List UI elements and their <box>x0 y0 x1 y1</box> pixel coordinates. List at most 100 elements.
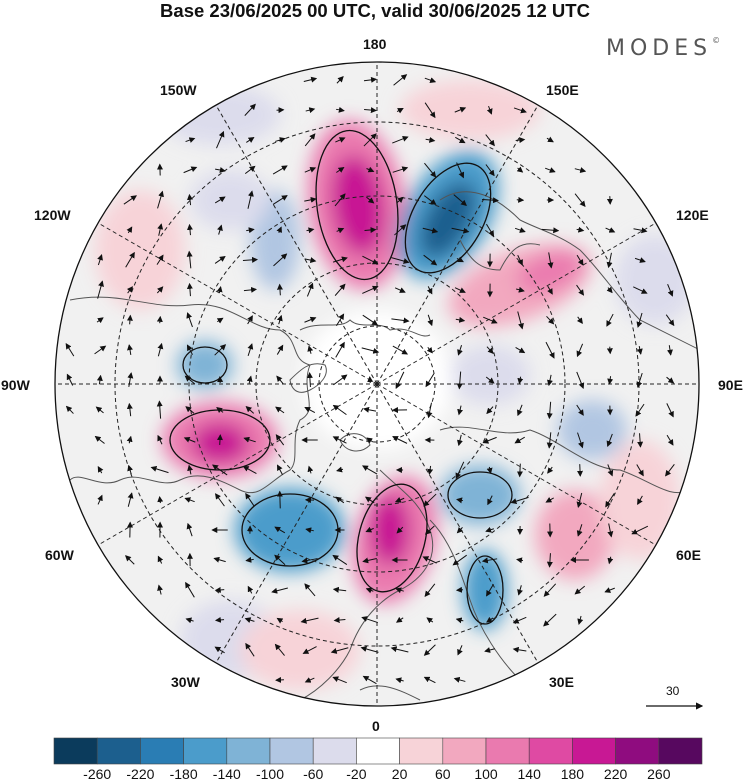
wind-arrow <box>362 285 379 294</box>
wind-arrow <box>364 226 377 233</box>
wind-arrow <box>427 314 433 327</box>
blob-top-pos <box>400 80 540 140</box>
wind-arrow <box>512 646 527 653</box>
wind-arrow <box>65 342 75 357</box>
wind-arrow <box>244 165 256 174</box>
wind-arrow <box>187 193 193 206</box>
wind-arrow <box>333 374 348 386</box>
wind-arrow <box>576 343 584 358</box>
wind-arrow <box>157 190 164 209</box>
wind-arrow <box>276 283 283 296</box>
wind-arrow <box>606 286 613 294</box>
wind-arrow <box>304 257 317 264</box>
wind-arrow <box>486 105 493 115</box>
wind-arrow <box>456 497 464 504</box>
wind-arrow <box>156 315 163 324</box>
wind-arrow <box>576 284 585 296</box>
wind-arrow <box>301 557 318 564</box>
wind-arrow <box>576 316 583 325</box>
wind-arrow <box>185 617 194 624</box>
wind-arrow <box>481 557 498 564</box>
wind-arrow <box>362 314 379 326</box>
wind-arrow <box>245 405 255 414</box>
blob-60w-neg <box>235 488 345 572</box>
wind-arrow <box>576 254 584 266</box>
wind-arrow <box>636 464 644 477</box>
wind-arrow <box>546 315 555 325</box>
wind-arrow <box>545 497 554 503</box>
legend-tick-label: 140 <box>517 766 541 782</box>
wind-arrow <box>394 497 405 503</box>
wind-arrow <box>576 371 585 389</box>
wind-arrow <box>214 255 226 264</box>
wind-arrow <box>391 317 410 324</box>
wind-arrow <box>276 344 284 355</box>
wind-arrow <box>427 465 434 476</box>
wind-arrow <box>216 130 225 149</box>
wind-arrow <box>245 556 254 563</box>
wind-arrow <box>217 224 223 235</box>
wind-arrow <box>336 106 345 113</box>
wind-arrow <box>422 556 437 564</box>
wind-arrow <box>97 494 103 505</box>
wind-arrow <box>455 461 465 480</box>
legend-swatch <box>528 737 573 765</box>
wind-arrow <box>186 344 193 355</box>
label-lon-150e: 150E <box>546 82 579 98</box>
blob-150w-neg2 <box>190 170 270 230</box>
label-lon-90w: 90W <box>1 377 30 393</box>
wind-arrow <box>123 195 137 205</box>
wind-arrow <box>426 346 433 354</box>
wind-arrow <box>392 135 409 144</box>
label-lon-30w: 30W <box>171 674 200 690</box>
wind-arrow <box>636 312 643 328</box>
wind-arrow <box>187 464 194 475</box>
wind-arrow <box>545 341 555 359</box>
wind-arrow <box>360 646 379 653</box>
label-lon-0: 0 <box>372 718 380 734</box>
wind-arrow <box>126 402 133 417</box>
legend-tick-label: -100 <box>255 766 285 782</box>
wind-arrow <box>97 466 104 474</box>
wind-arrow <box>363 406 377 413</box>
wind-arrow <box>335 341 345 358</box>
color-legend <box>53 737 703 765</box>
wind-arrow <box>304 583 316 597</box>
wind-arrow <box>483 316 498 324</box>
wind-arrow <box>455 617 464 624</box>
wind-arrow <box>364 107 377 114</box>
wind-arrow <box>247 585 254 594</box>
wind-arrow <box>516 286 525 293</box>
blob-30e-neg2 <box>463 550 507 630</box>
blob-30e-neg <box>440 465 520 525</box>
legend-tick-label: 220 <box>603 766 628 782</box>
wind-arrow <box>391 257 410 264</box>
wind-arrow <box>425 373 435 388</box>
wind-arrow <box>66 373 74 386</box>
wind-arrow <box>486 616 494 623</box>
wind-arrow <box>667 283 674 297</box>
wind-arrow <box>515 346 526 354</box>
wind-arrow <box>244 617 255 623</box>
wind-arrow <box>545 167 556 173</box>
legend-tick-label: -140 <box>212 766 241 782</box>
wind-arrow <box>517 585 523 596</box>
wind-arrow <box>361 347 380 354</box>
wind-arrow <box>633 286 648 294</box>
wind-arrow <box>276 226 282 234</box>
wind-arrow <box>457 345 463 356</box>
wind-arrow <box>247 190 254 209</box>
legend-tick-label: 260 <box>647 766 671 782</box>
wind-arrow <box>304 316 317 323</box>
wind-arrow <box>275 406 285 414</box>
wind-arrow <box>244 103 256 116</box>
wind-arrow <box>185 581 195 598</box>
wind-arrow <box>247 315 253 325</box>
wind-arrow <box>486 583 494 597</box>
legend-swatch <box>226 737 271 765</box>
meridian-line <box>376 104 539 385</box>
legend-swatch <box>615 737 660 765</box>
wind-arrow <box>186 312 193 328</box>
legend-swatch <box>399 737 444 765</box>
wind-arrow <box>607 556 614 565</box>
